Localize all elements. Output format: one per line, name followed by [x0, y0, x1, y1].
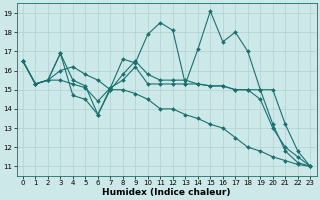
- X-axis label: Humidex (Indice chaleur): Humidex (Indice chaleur): [102, 188, 231, 197]
